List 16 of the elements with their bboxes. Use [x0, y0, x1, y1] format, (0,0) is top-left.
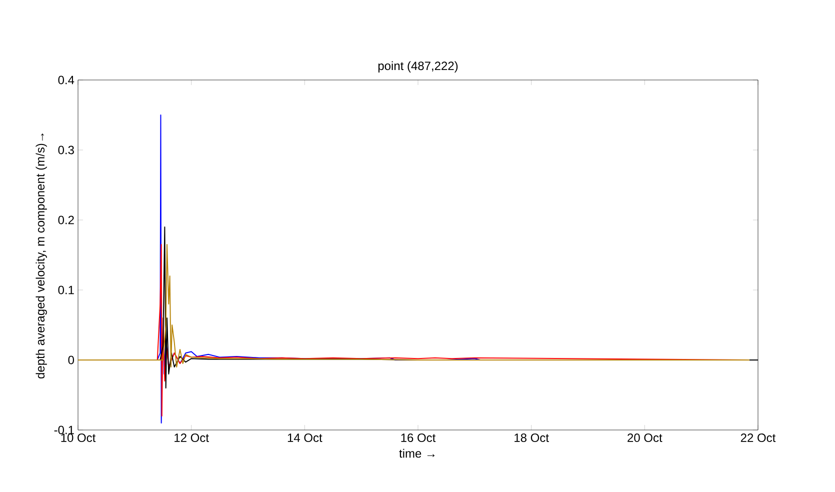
x-tick-label: 10 Oct: [61, 434, 96, 442]
y-tick-label: 0: [68, 356, 74, 364]
y-tick-label: 0.1: [58, 286, 74, 294]
x-tick-label: 20 Oct: [628, 434, 662, 442]
x-tick-label: 12 Oct: [174, 434, 209, 442]
x-axis-title: time →: [399, 448, 435, 458]
x-tick-label: 16 Oct: [401, 434, 436, 442]
y-tick-label: -0.1: [54, 426, 74, 434]
y-axis-title: depth averaged velocity, m component (m/s)→: [36, 134, 47, 378]
chart-title: point (487,222): [378, 61, 458, 72]
y-tick-label: 0.3: [58, 146, 74, 154]
x-tick-label: 18 Oct: [514, 434, 549, 442]
y-tick-label: 0.4: [58, 76, 74, 84]
x-tick-label: 14 Oct: [288, 434, 322, 442]
x-tick-label: 22 Oct: [740, 434, 776, 442]
y-tick-label: 0.2: [58, 216, 74, 224]
